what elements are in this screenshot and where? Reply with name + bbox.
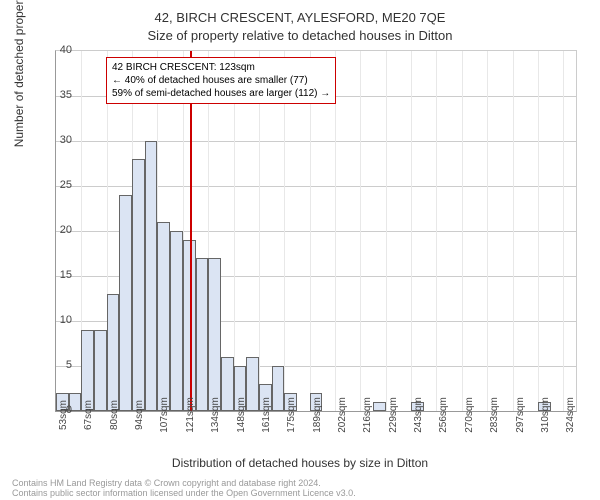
grid-line-v [563, 51, 564, 411]
x-tick-label: 53sqm [58, 400, 69, 430]
histogram-bar [183, 240, 196, 411]
x-tick-label: 243sqm [413, 397, 424, 433]
y-tick-label: 30 [47, 134, 72, 146]
x-tick-label: 148sqm [236, 397, 247, 433]
y-tick-label: 10 [47, 314, 72, 326]
x-tick-label: 297sqm [515, 397, 526, 433]
histogram-bar [81, 330, 94, 411]
y-tick-label: 20 [47, 224, 72, 236]
y-tick-label: 15 [47, 269, 72, 281]
histogram-bar [196, 258, 209, 411]
grid-line-v [310, 51, 311, 411]
chart-title-main: 42, BIRCH CRESCENT, AYLESFORD, ME20 7QE [0, 10, 600, 25]
annotation-box: 42 BIRCH CRESCENT: 123sqm ← 40% of detac… [106, 57, 336, 104]
grid-line-v [411, 51, 412, 411]
histogram-bar [221, 357, 234, 411]
grid-line-v [284, 51, 285, 411]
grid-line-v [335, 51, 336, 411]
histogram-chart: 42, BIRCH CRESCENT, AYLESFORD, ME20 7QE … [0, 0, 600, 500]
x-tick-label: 134sqm [210, 397, 221, 433]
histogram-bar [94, 330, 107, 411]
histogram-bar [170, 231, 183, 411]
x-tick-label: 107sqm [159, 397, 170, 433]
x-tick-label: 229sqm [388, 397, 399, 433]
histogram-bar [246, 357, 259, 411]
footer-line-1: Contains HM Land Registry data © Crown c… [12, 478, 321, 488]
y-axis-label: Number of detached properties [12, 0, 26, 147]
annotation-line-3: 59% of semi-detached houses are larger (… [112, 87, 330, 100]
histogram-bar [373, 402, 386, 411]
x-tick-label: 283sqm [489, 397, 500, 433]
x-tick-label: 80sqm [109, 400, 120, 430]
grid-line-v [513, 51, 514, 411]
footer-line-2: Contains public sector information licen… [12, 488, 356, 498]
x-tick-label: 216sqm [362, 397, 373, 433]
x-tick-label: 175sqm [286, 397, 297, 433]
grid-line-h [56, 141, 576, 142]
grid-line-v [462, 51, 463, 411]
histogram-bar [107, 294, 120, 411]
x-tick-label: 67sqm [83, 400, 94, 430]
x-tick-label: 161sqm [261, 397, 272, 433]
histogram-bar [132, 159, 145, 411]
marker-line [190, 51, 192, 411]
x-tick-label: 94sqm [134, 400, 145, 430]
y-tick-label: 25 [47, 179, 72, 191]
x-tick-label: 121sqm [185, 397, 196, 433]
chart-title-sub: Size of property relative to detached ho… [0, 28, 600, 43]
x-tick-label: 202sqm [337, 397, 348, 433]
x-tick-label: 310sqm [540, 397, 551, 433]
grid-line-v [487, 51, 488, 411]
x-tick-label: 256sqm [438, 397, 449, 433]
annotation-line-2: ← 40% of detached houses are smaller (77… [112, 74, 330, 87]
grid-line-v [259, 51, 260, 411]
histogram-bar [157, 222, 170, 411]
grid-line-v [538, 51, 539, 411]
x-axis-label: Distribution of detached houses by size … [0, 456, 600, 470]
x-tick-label: 270sqm [464, 397, 475, 433]
plot-area: 42 BIRCH CRESCENT: 123sqm ← 40% of detac… [55, 50, 577, 412]
x-tick-label: 189sqm [312, 397, 323, 433]
y-tick-label: 35 [47, 89, 72, 101]
grid-line-v [386, 51, 387, 411]
histogram-bar [208, 258, 221, 411]
grid-line-v [436, 51, 437, 411]
y-tick-label: 40 [47, 44, 72, 56]
histogram-bar [119, 195, 132, 411]
x-tick-label: 324sqm [565, 397, 576, 433]
histogram-bar [145, 141, 158, 411]
y-tick-label: 5 [47, 359, 72, 371]
annotation-line-1: 42 BIRCH CRESCENT: 123sqm [112, 61, 330, 74]
grid-line-v [360, 51, 361, 411]
histogram-bar [272, 366, 285, 411]
grid-line-v [234, 51, 235, 411]
